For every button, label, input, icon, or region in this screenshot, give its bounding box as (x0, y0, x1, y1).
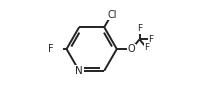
Text: F: F (148, 35, 154, 44)
Text: F: F (137, 24, 142, 33)
Text: Cl: Cl (107, 10, 117, 20)
Text: N: N (75, 66, 83, 76)
Text: F: F (48, 44, 54, 54)
Text: F: F (144, 43, 149, 52)
Text: O: O (128, 44, 135, 54)
